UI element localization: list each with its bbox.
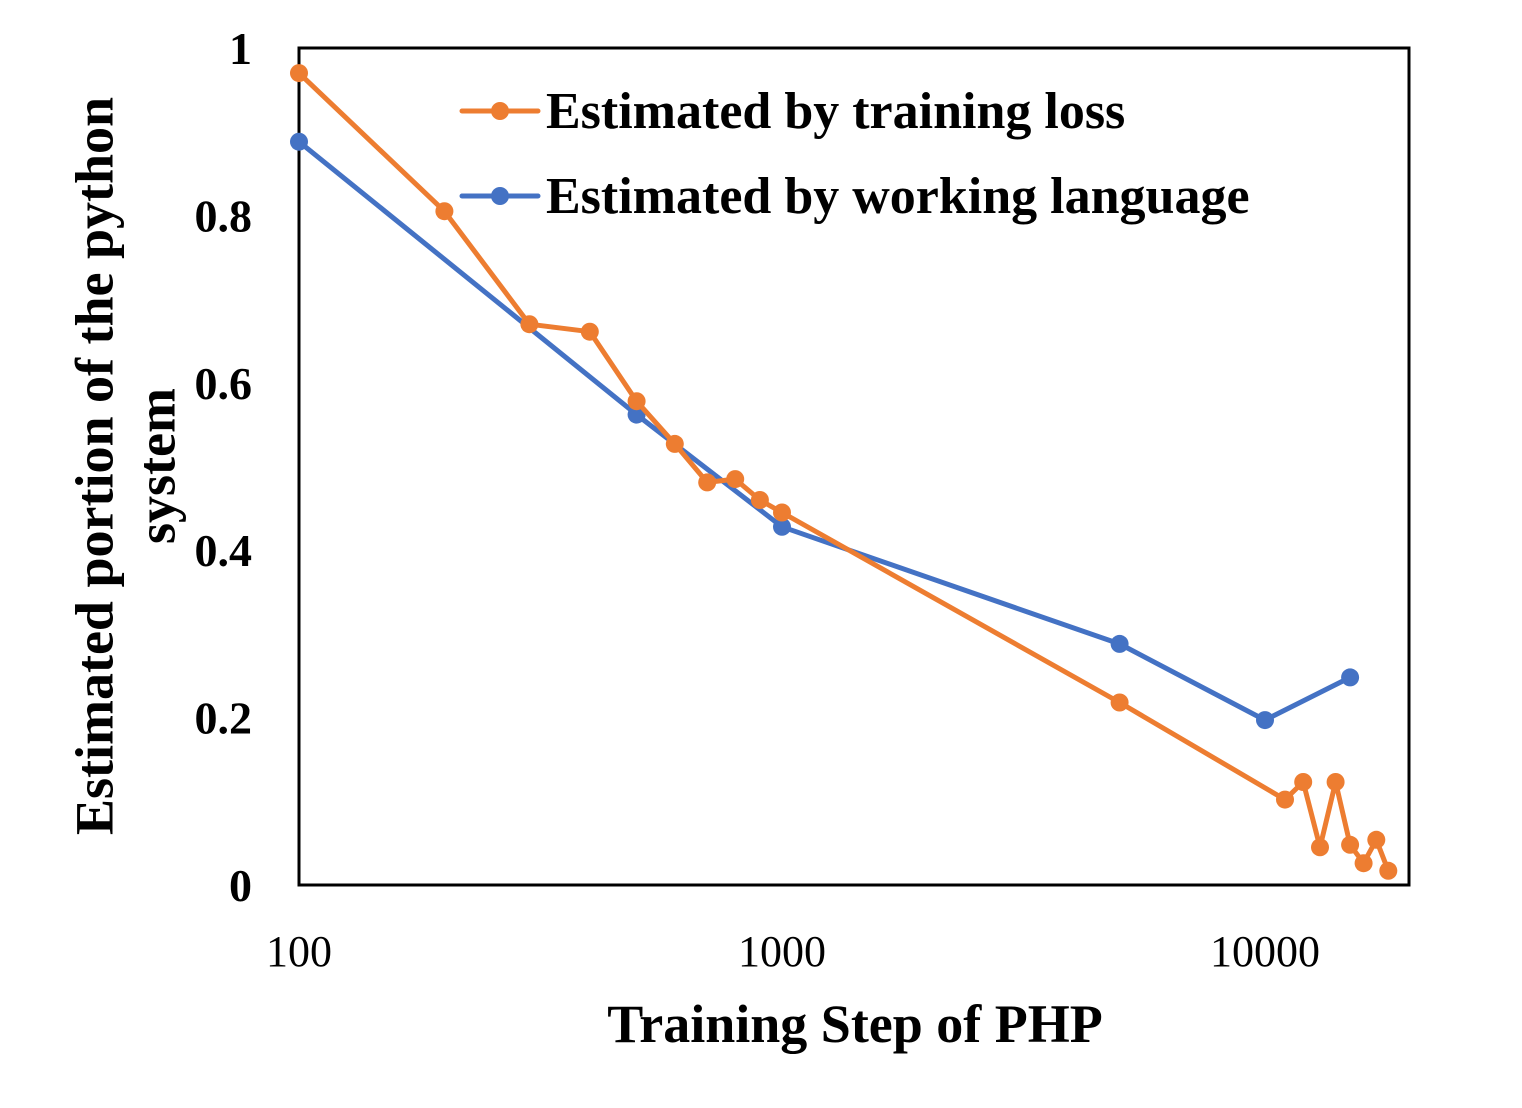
x-tick-label: 10000 <box>1210 927 1320 976</box>
x-axis-title: Training Step of PHP <box>607 994 1103 1054</box>
data-point <box>773 517 791 536</box>
data-point <box>435 202 454 221</box>
data-point <box>1110 693 1129 712</box>
data-point <box>1110 634 1129 653</box>
legend-swatch-marker <box>491 187 509 205</box>
legend-label: Estimated by working language <box>546 168 1250 225</box>
data-point <box>1354 854 1373 873</box>
data-point <box>520 315 539 334</box>
x-tick-label: 100 <box>266 927 332 976</box>
data-point <box>665 434 684 453</box>
data-point <box>1326 773 1345 791</box>
legend-entry: Estimated by training loss <box>459 83 1125 140</box>
data-point <box>750 491 769 509</box>
data-point <box>290 132 308 151</box>
data-point <box>1311 838 1329 857</box>
y-tick-label: 0 <box>229 860 252 911</box>
data-point <box>1276 790 1294 809</box>
data-point <box>1341 835 1360 854</box>
data-point <box>580 322 599 341</box>
plot-area-border <box>297 46 1411 887</box>
data-point <box>290 64 308 83</box>
series-line <box>296 139 1353 723</box>
data-point <box>1341 668 1360 687</box>
legend-swatch-marker <box>491 102 509 120</box>
y-axis-title-line: Estimated portion of the python <box>64 97 124 835</box>
y-tick-label: 0.8 <box>195 190 253 241</box>
y-tick-label: 0.6 <box>195 358 253 409</box>
legend-entry: Estimated by working language <box>459 168 1250 225</box>
legend-label: Estimated by training loss <box>546 83 1125 140</box>
y-tick-label: 1 <box>229 23 252 74</box>
data-point <box>1256 711 1274 730</box>
data-point <box>1294 773 1313 791</box>
data-point <box>1367 830 1386 849</box>
data-point <box>726 470 745 489</box>
data-point <box>1379 861 1398 880</box>
y-axis-title-line: system <box>126 388 186 544</box>
data-point <box>627 392 646 411</box>
series-1 <box>290 132 1360 730</box>
y-tick-label: 0.4 <box>195 525 253 576</box>
x-tick-label: 1000 <box>738 927 826 976</box>
y-tick-label: 0.2 <box>195 693 253 744</box>
data-point <box>698 473 717 492</box>
series-0 <box>290 64 1398 880</box>
data-point <box>773 503 791 522</box>
data-point <box>627 405 646 424</box>
